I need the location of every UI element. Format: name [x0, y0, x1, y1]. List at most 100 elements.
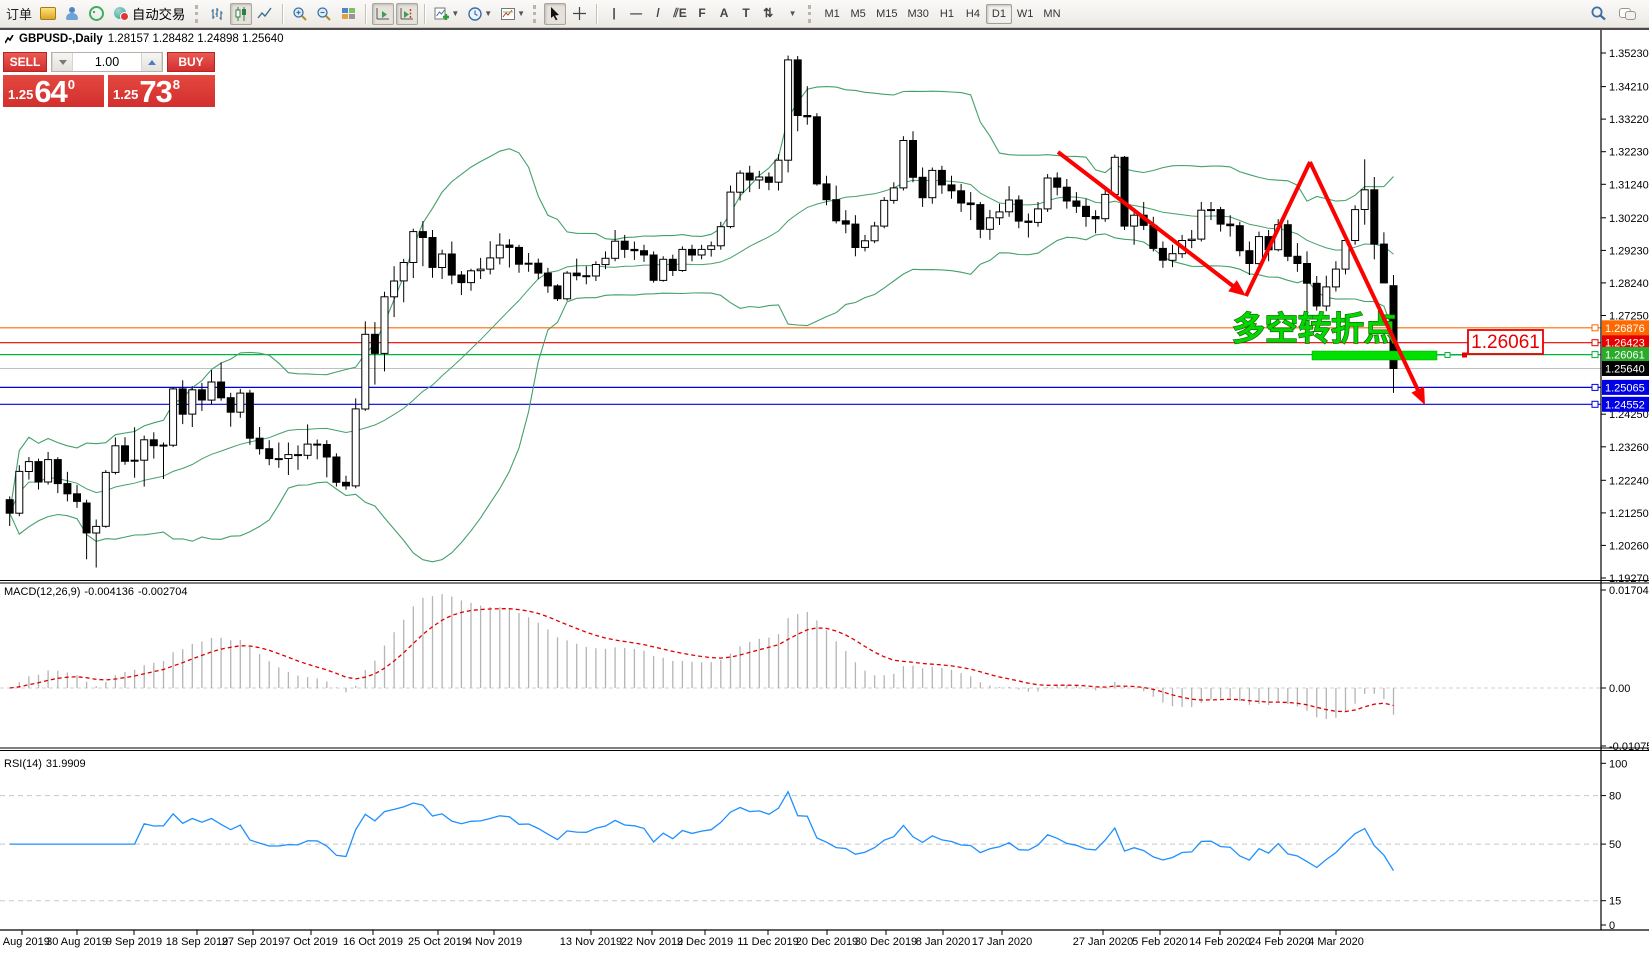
- crosshair-button[interactable]: [568, 3, 590, 25]
- sell-button[interactable]: SELL: [3, 52, 47, 72]
- svg-text:9 Sep 2019: 9 Sep 2019: [106, 936, 162, 948]
- text-tool[interactable]: A: [713, 2, 735, 24]
- candle: [188, 386, 197, 427]
- auto-scroll-button[interactable]: [372, 2, 395, 25]
- buy-button[interactable]: BUY: [167, 52, 215, 72]
- candle: [236, 388, 245, 418]
- autotrading-label: 自动交易: [132, 7, 186, 22]
- candle: [553, 284, 562, 301]
- volume-decrease-button[interactable]: [52, 53, 73, 71]
- shapes-dropdown-button[interactable]: ▼: [781, 3, 803, 25]
- timeframe-mn[interactable]: MN: [1038, 4, 1065, 24]
- shapes-tool[interactable]: ⇅: [757, 2, 779, 24]
- candle: [985, 209, 994, 240]
- candle: [1235, 221, 1244, 257]
- svg-text:1.31240: 1.31240: [1609, 179, 1649, 191]
- chart-shift-button[interactable]: [396, 2, 419, 25]
- annotation-arrows[interactable]: [1056, 150, 1425, 405]
- zoom-in-button[interactable]: [289, 3, 311, 25]
- candle: [44, 452, 53, 485]
- candle: [572, 258, 581, 281]
- template-button[interactable]: ▼: [497, 3, 528, 25]
- line-chart-button[interactable]: [254, 3, 276, 25]
- fibonacci-tool[interactable]: F: [691, 2, 713, 24]
- svg-text:25 Oct 2019: 25 Oct 2019: [408, 936, 468, 948]
- rsi-indicator-label: RSI(14) 31.9909: [4, 758, 90, 770]
- svg-text:50: 50: [1609, 839, 1621, 851]
- buy-price-button[interactable]: 1.25 73 8: [108, 75, 215, 107]
- cursor-button[interactable]: [544, 2, 567, 25]
- volume-increase-button[interactable]: [141, 53, 162, 71]
- candle: [736, 170, 745, 201]
- candle: [957, 183, 966, 212]
- add-indicator-button[interactable]: ▼: [431, 3, 462, 25]
- sell-price-button[interactable]: 1.25 64 0: [3, 75, 104, 107]
- timeframe-m15[interactable]: M15: [871, 4, 902, 24]
- search-button[interactable]: [1587, 3, 1610, 25]
- svg-text:1.27250: 1.27250: [1609, 311, 1649, 323]
- candle: [524, 253, 533, 272]
- timeframe-w1[interactable]: W1: [1012, 4, 1039, 24]
- candle: [1255, 231, 1263, 267]
- volume-spinner: [51, 52, 163, 72]
- timeframe-d1[interactable]: D1: [985, 3, 1012, 24]
- svg-text:1.26061: 1.26061: [1605, 350, 1645, 362]
- candle: [659, 256, 668, 282]
- candle: [294, 445, 302, 470]
- new-order-button[interactable]: 订单: [6, 7, 33, 22]
- svg-text:1.30220: 1.30220: [1609, 213, 1649, 225]
- bar-chart-button[interactable]: [206, 3, 228, 25]
- price-callout[interactable]: 1.26061: [1437, 329, 1544, 358]
- candle: [15, 465, 24, 517]
- candle: [812, 113, 821, 186]
- timeframe-h4[interactable]: H4: [960, 4, 986, 24]
- user-icon: [65, 7, 79, 20]
- svg-text:1.34210: 1.34210: [1609, 82, 1649, 94]
- svg-text:1.25065: 1.25065: [1605, 382, 1645, 394]
- window-border: [0, 28, 1649, 30]
- candle: [1322, 275, 1331, 312]
- toolbar-separator: [282, 3, 284, 24]
- zoom-out-button[interactable]: [313, 3, 335, 25]
- candle: [409, 228, 418, 278]
- timeframe-m5[interactable]: M5: [845, 4, 871, 24]
- vertical-line-tool[interactable]: |: [603, 2, 625, 24]
- pane-frame: [0, 30, 1649, 931]
- volume-input[interactable]: [73, 53, 141, 71]
- candle: [832, 185, 841, 224]
- equidistant-channel-tool-icon: ⫽E: [673, 6, 687, 21]
- horizontal-line-tool[interactable]: —: [625, 2, 647, 24]
- timeframe-h1[interactable]: H1: [934, 4, 960, 24]
- annotation-text[interactable]: 多空转折点: [1231, 309, 1397, 347]
- timeframe-m1[interactable]: M1: [819, 4, 845, 24]
- toolbar-right-group: [1587, 3, 1646, 25]
- equidistant-channel-tool[interactable]: ⫽E: [669, 3, 691, 25]
- chat-button[interactable]: [1616, 3, 1638, 25]
- candle: [870, 221, 879, 244]
- clock-icon: [468, 6, 482, 21]
- tile-windows-button[interactable]: [337, 3, 359, 25]
- candle: [217, 362, 226, 401]
- candle: [707, 241, 716, 257]
- candle: [745, 165, 754, 193]
- signal-icon[interactable]: [85, 3, 107, 25]
- community-icon[interactable]: [61, 3, 83, 25]
- period-button[interactable]: ▼: [464, 3, 495, 25]
- candle: [63, 471, 72, 502]
- candle: [918, 167, 927, 207]
- highlight-bar[interactable]: [1311, 350, 1438, 361]
- timeframe-m30[interactable]: M30: [903, 4, 934, 24]
- text-label-tool[interactable]: T: [735, 2, 757, 24]
- sell-price-prefix: 1.25: [8, 87, 34, 102]
- candlestick-chart-button[interactable]: [230, 2, 253, 25]
- toolbar-grip: [533, 4, 539, 23]
- autotrading-button[interactable]: 自动交易: [109, 3, 190, 25]
- vertical-line-tool-icon: |: [612, 6, 616, 21]
- svg-text:30 Aug 2019: 30 Aug 2019: [46, 936, 108, 948]
- triangle-up-icon: [147, 59, 156, 65]
- news-icon[interactable]: [37, 3, 59, 25]
- trendline-tool[interactable]: /: [647, 2, 669, 24]
- candle: [111, 437, 120, 475]
